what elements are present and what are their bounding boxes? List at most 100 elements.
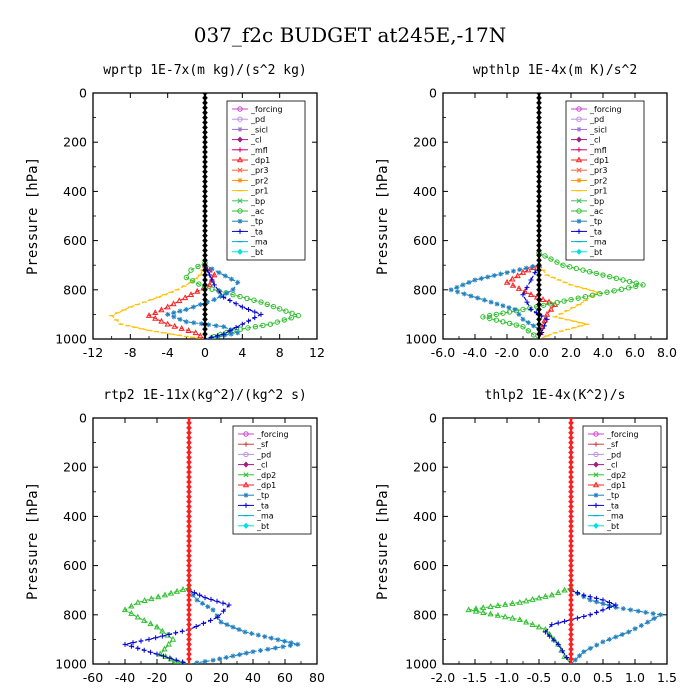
data-point — [186, 577, 192, 584]
data-point — [568, 606, 574, 613]
x-tick-label: 0 — [185, 670, 193, 685]
legend-label: _pd — [250, 115, 265, 124]
data-point — [465, 606, 472, 613]
panel-4: thlp2 1E-4x(K^2)/s Pressure [hPa] -2.0 -1.5… — [375, 388, 677, 685]
data-point — [633, 280, 640, 286]
data-point — [568, 611, 574, 618]
data-point — [186, 631, 192, 638]
data-point — [237, 326, 244, 332]
data-point — [221, 294, 227, 300]
legend-label: _sicl — [250, 125, 268, 134]
data-point — [600, 272, 606, 278]
data-point — [208, 334, 214, 339]
data-point — [536, 232, 542, 239]
legend-item: _sf — [588, 440, 618, 449]
data-point — [587, 612, 593, 618]
x-tick-label: 60 — [277, 670, 293, 685]
data-point — [544, 316, 550, 322]
data-point — [510, 268, 516, 274]
data-point — [568, 592, 574, 599]
data-point — [209, 266, 215, 272]
data-point — [220, 608, 226, 614]
data-point — [568, 533, 574, 540]
data-point — [122, 641, 128, 647]
data-point — [265, 646, 271, 652]
panels: wprtp 1E-7x(m kg)/(s^2 kg) Pressure [hPa]… — [25, 63, 677, 685]
data-point — [606, 636, 612, 642]
data-point — [528, 306, 534, 312]
data-point — [186, 518, 192, 525]
legend-item: _mfl — [571, 146, 607, 155]
data-point — [481, 297, 487, 303]
legend-marker — [243, 522, 249, 529]
data-point — [258, 311, 264, 317]
data-point — [478, 275, 484, 281]
data-point — [568, 577, 574, 584]
data-point — [619, 631, 625, 637]
data-point — [216, 288, 222, 294]
data-point — [260, 322, 266, 329]
data-point — [625, 285, 632, 291]
legend-label: _dp2 — [256, 471, 276, 480]
legend-label: _dp1 — [606, 481, 626, 490]
data-point — [485, 274, 491, 280]
series-line-ac — [482, 252, 644, 339]
legend-label: _pd — [606, 450, 621, 459]
y-tick-label: 0 — [79, 411, 87, 426]
data-point — [173, 630, 179, 636]
data-point — [186, 498, 192, 505]
data-point — [258, 299, 264, 305]
data-point — [561, 586, 568, 593]
data-point — [504, 270, 510, 276]
data-point — [154, 651, 160, 657]
data-point — [186, 621, 192, 628]
data-point — [177, 316, 183, 322]
data-point — [536, 144, 542, 151]
data-point — [568, 528, 574, 535]
data-point — [536, 99, 542, 106]
legend-label: _cl — [606, 461, 618, 470]
data-point — [173, 657, 180, 664]
legend-label: _dp1 — [589, 156, 609, 165]
data-point — [186, 557, 192, 564]
data-point — [222, 332, 228, 338]
data-point — [594, 595, 600, 601]
legend-label: _bp — [250, 197, 265, 206]
data-point — [577, 653, 583, 659]
legend-marker — [593, 472, 599, 478]
data-point — [500, 303, 506, 309]
legend-marker — [576, 167, 582, 173]
x-tick-label: -60 — [83, 670, 103, 685]
series-layer — [121, 418, 301, 664]
legend-label: _ma — [589, 238, 607, 247]
data-point — [223, 654, 229, 660]
data-point — [568, 439, 574, 446]
data-point — [211, 271, 218, 278]
data-point — [167, 589, 175, 596]
data-point — [638, 622, 644, 628]
data-point — [198, 321, 204, 327]
data-point — [251, 297, 257, 303]
data-point — [568, 547, 574, 554]
x-tick-label: 0.0 — [529, 345, 549, 360]
data-point — [547, 633, 553, 639]
data-point — [575, 295, 581, 301]
data-point — [186, 478, 192, 486]
data-point — [568, 508, 574, 515]
data-point — [193, 623, 199, 629]
data-point — [542, 253, 548, 259]
legend-marker — [243, 502, 249, 508]
x-tick-label: -40 — [115, 670, 135, 685]
data-point — [183, 306, 189, 312]
series-markers-forcing — [186, 418, 192, 663]
data-point — [535, 594, 543, 601]
series-line-ta — [544, 589, 618, 664]
data-point — [536, 331, 542, 338]
data-point — [536, 212, 542, 220]
data-point — [535, 623, 543, 630]
legend-label: _bt — [606, 522, 619, 531]
y-tick-label: 600 — [63, 233, 87, 248]
data-point — [555, 620, 561, 626]
data-point — [502, 601, 509, 607]
